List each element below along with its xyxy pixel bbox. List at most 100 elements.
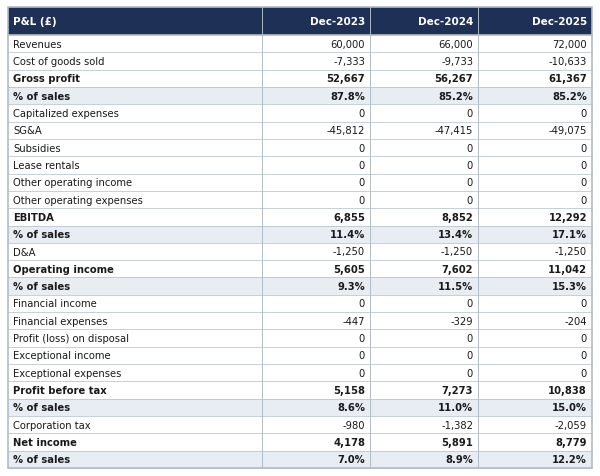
Bar	[478, 243, 592, 261]
Bar	[370, 434, 478, 451]
Text: Financial expenses: Financial expenses	[13, 316, 107, 326]
Text: -1,250: -1,250	[333, 247, 365, 257]
Bar	[262, 278, 370, 295]
Bar	[370, 364, 478, 382]
Text: 0: 0	[359, 109, 365, 119]
Text: 0: 0	[359, 368, 365, 378]
Bar	[8, 191, 262, 209]
Bar	[8, 382, 262, 399]
Bar	[478, 191, 592, 209]
Text: SG&A: SG&A	[13, 126, 42, 136]
Text: -2,059: -2,059	[555, 420, 587, 430]
Text: Exceptional expenses: Exceptional expenses	[13, 368, 121, 378]
Text: 15.0%: 15.0%	[552, 403, 587, 413]
Bar	[262, 157, 370, 174]
Bar	[8, 261, 262, 278]
Text: Revenues: Revenues	[13, 40, 62, 50]
Bar	[8, 105, 262, 122]
Bar	[262, 53, 370, 70]
Bar	[370, 330, 478, 347]
Text: -49,075: -49,075	[548, 126, 587, 136]
Bar	[262, 330, 370, 347]
Text: 5,891: 5,891	[441, 437, 473, 447]
Bar	[8, 399, 262, 416]
Text: 0: 0	[581, 178, 587, 188]
Text: -7,333: -7,333	[333, 57, 365, 67]
Bar	[478, 36, 592, 53]
Text: 85.2%: 85.2%	[438, 91, 473, 101]
Bar	[370, 226, 478, 243]
Text: 4,178: 4,178	[333, 437, 365, 447]
Text: Operating income: Operating income	[13, 264, 114, 274]
Text: -329: -329	[451, 316, 473, 326]
Bar	[8, 8, 262, 36]
Text: 7,602: 7,602	[442, 264, 473, 274]
Bar	[370, 209, 478, 226]
Bar	[478, 70, 592, 88]
Bar	[370, 191, 478, 209]
Text: 52,667: 52,667	[326, 74, 365, 84]
Text: 66,000: 66,000	[439, 40, 473, 50]
Text: D&A: D&A	[13, 247, 35, 257]
Bar	[262, 382, 370, 399]
Bar	[478, 105, 592, 122]
Bar	[370, 416, 478, 434]
Text: 13.4%: 13.4%	[438, 230, 473, 240]
Bar	[370, 70, 478, 88]
Bar	[262, 347, 370, 364]
Text: Profit (loss) on disposal: Profit (loss) on disposal	[13, 333, 129, 343]
Bar	[262, 226, 370, 243]
Text: 87.8%: 87.8%	[330, 91, 365, 101]
Bar	[478, 434, 592, 451]
Bar	[478, 416, 592, 434]
Text: 0: 0	[581, 351, 587, 361]
Text: 12.2%: 12.2%	[552, 455, 587, 465]
Bar	[8, 157, 262, 174]
Bar	[8, 70, 262, 88]
Bar	[8, 53, 262, 70]
Bar	[478, 157, 592, 174]
Text: Lease rentals: Lease rentals	[13, 160, 80, 170]
Bar	[478, 295, 592, 312]
Bar	[8, 295, 262, 312]
Text: 12,292: 12,292	[548, 212, 587, 222]
Text: -1,250: -1,250	[555, 247, 587, 257]
Text: -9,733: -9,733	[441, 57, 473, 67]
Text: 0: 0	[467, 368, 473, 378]
Bar	[478, 226, 592, 243]
Text: -204: -204	[565, 316, 587, 326]
Text: 0: 0	[359, 178, 365, 188]
Bar	[8, 88, 262, 105]
Text: % of sales: % of sales	[13, 455, 70, 465]
Bar	[8, 122, 262, 139]
Bar	[262, 70, 370, 88]
Bar	[370, 8, 478, 36]
Text: 0: 0	[581, 109, 587, 119]
Bar	[262, 36, 370, 53]
Text: -980: -980	[343, 420, 365, 430]
Text: 6,855: 6,855	[333, 212, 365, 222]
Text: 8.9%: 8.9%	[445, 455, 473, 465]
Bar	[8, 364, 262, 382]
Bar	[8, 347, 262, 364]
Bar	[262, 209, 370, 226]
Bar	[8, 226, 262, 243]
Bar	[370, 451, 478, 468]
Text: Dec-2025: Dec-2025	[532, 17, 587, 27]
Bar	[478, 312, 592, 330]
Bar	[370, 261, 478, 278]
Bar	[262, 139, 370, 157]
Text: 0: 0	[467, 195, 473, 205]
Bar	[8, 209, 262, 226]
Text: 0: 0	[581, 160, 587, 170]
Bar	[370, 399, 478, 416]
Text: 7.0%: 7.0%	[337, 455, 365, 465]
Text: 11.0%: 11.0%	[438, 403, 473, 413]
Bar	[478, 53, 592, 70]
Bar	[262, 312, 370, 330]
Text: Corporation tax: Corporation tax	[13, 420, 91, 430]
Bar	[478, 261, 592, 278]
Bar	[8, 36, 262, 53]
Text: 56,267: 56,267	[434, 74, 473, 84]
Bar	[478, 347, 592, 364]
